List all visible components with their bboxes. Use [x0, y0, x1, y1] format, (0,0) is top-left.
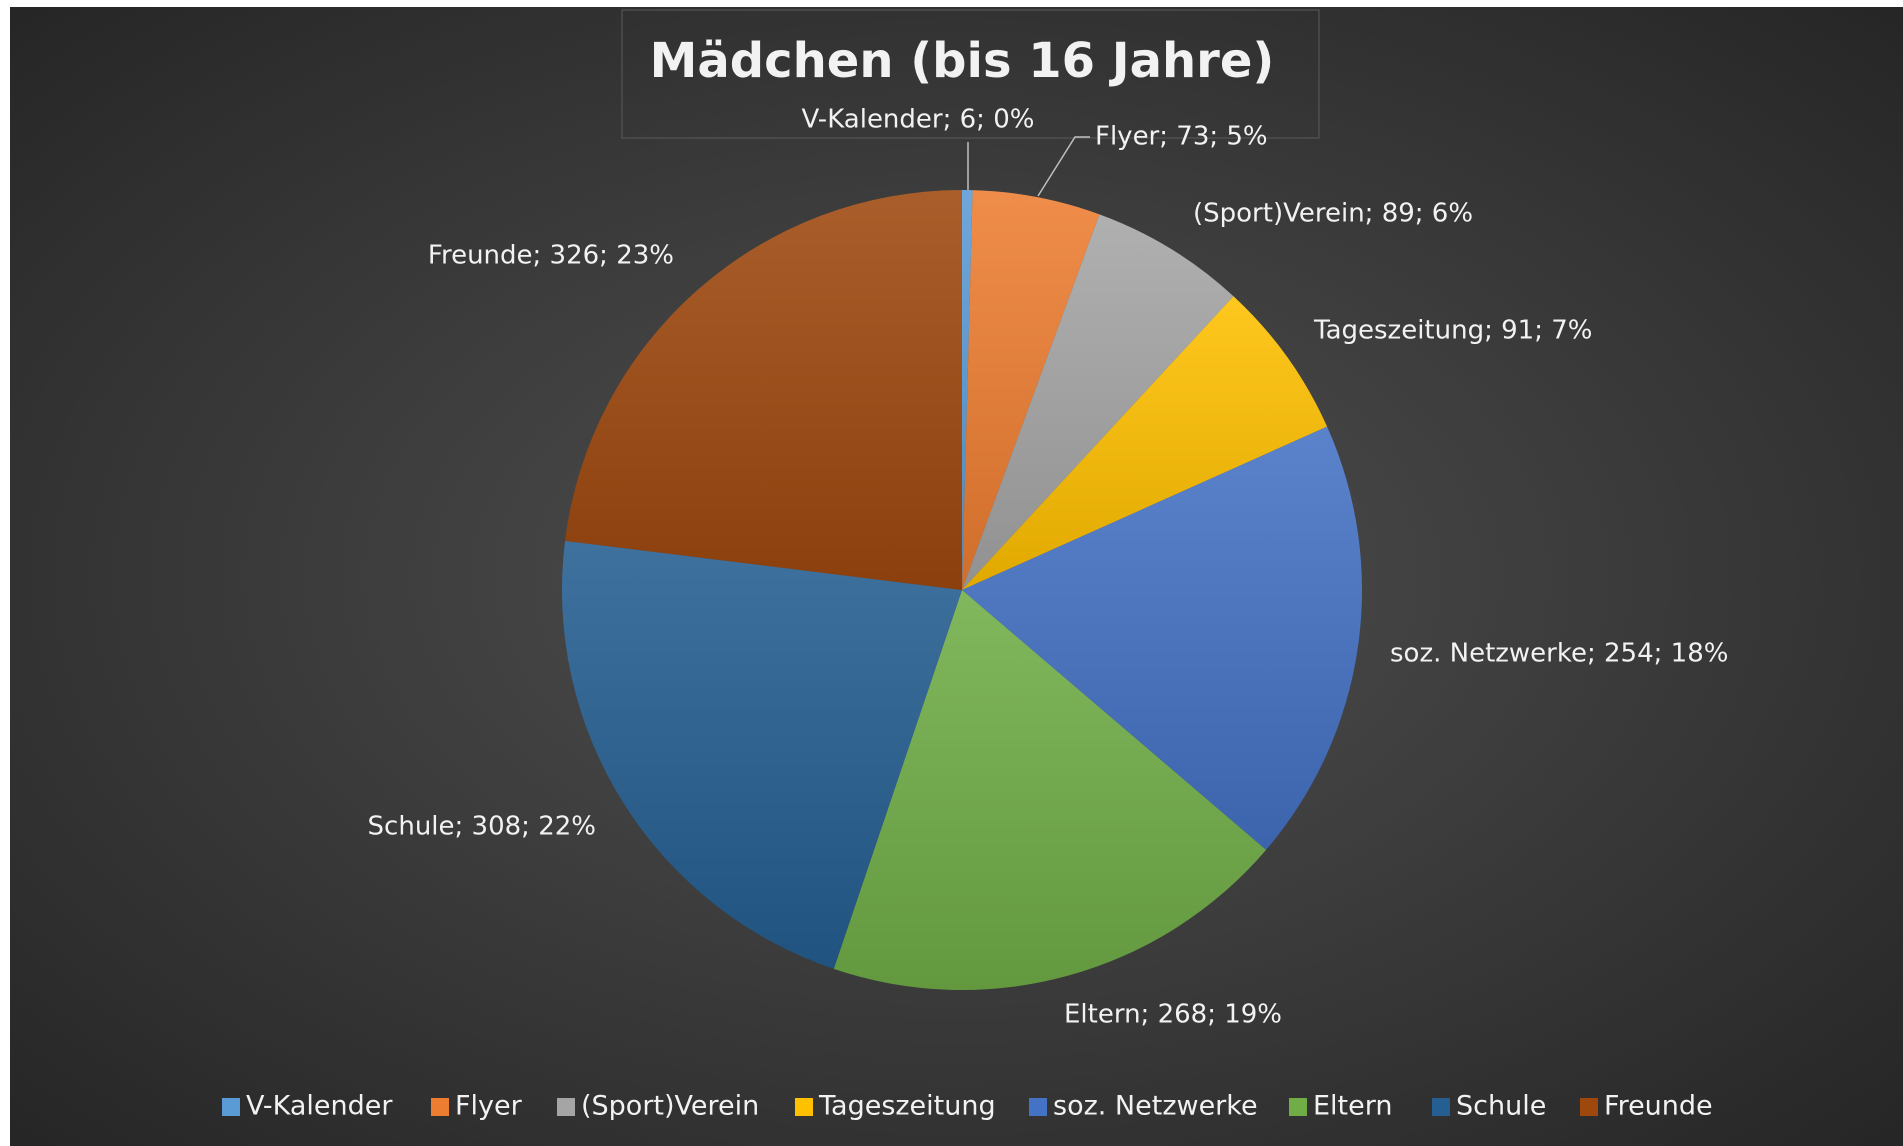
legend-label: Eltern [1313, 1091, 1393, 1122]
legend-label: Schule [1456, 1091, 1546, 1122]
slice-shade [962, 426, 1362, 850]
data-label: Schule; 308; 22% [368, 812, 596, 842]
legend-label: V-Kalender [246, 1091, 393, 1122]
legend-label: Freunde [1604, 1091, 1713, 1122]
legend-swatch [222, 1098, 240, 1116]
legend-swatch [1432, 1098, 1450, 1116]
slice-shade [562, 540, 962, 969]
chart-title: Mädchen (bis 16 Jahre) [650, 33, 1275, 89]
legend-swatch [431, 1098, 449, 1116]
data-labels: V-Kalender; 6; 0% Flyer; 73; 5% (Sport)Ver… [368, 105, 1729, 1030]
legend-swatch [1289, 1098, 1307, 1116]
legend-swatch [1029, 1098, 1047, 1116]
title-frame [621, 9, 1320, 139]
slice-shade [565, 190, 962, 590]
data-label: Freunde; 326; 23% [428, 241, 674, 271]
data-label: (Sport)Verein; 89; 6% [1193, 199, 1473, 229]
data-label: soz. Netzwerke; 254; 18% [1390, 639, 1728, 669]
slice-shade [962, 296, 1328, 590]
pie [562, 190, 1362, 990]
slice-shade [962, 214, 1234, 591]
data-label: V-Kalender; 6; 0% [802, 105, 1035, 135]
leader-line [1037, 136, 1090, 197]
data-label: Eltern; 268; 19% [1064, 1000, 1282, 1030]
slice-shade [962, 190, 1100, 590]
legend-swatch [557, 1098, 575, 1116]
legend-label: (Sport)Verein [581, 1091, 759, 1122]
slice-shade [833, 590, 1267, 990]
slice-shade [962, 190, 973, 590]
data-label: Tageszeitung; 91; 7% [1313, 316, 1592, 346]
legend-swatch [1580, 1098, 1598, 1116]
data-label: Flyer; 73; 5% [1095, 122, 1268, 152]
legend-label: soz. Netzwerke [1053, 1091, 1258, 1122]
legend-swatch [795, 1098, 813, 1116]
legend-label: Tageszeitung [818, 1091, 996, 1122]
legend: V-Kalender Flyer (Sport)Verein Tageszeitung… [222, 1091, 1713, 1122]
legend-label: Flyer [455, 1091, 523, 1122]
